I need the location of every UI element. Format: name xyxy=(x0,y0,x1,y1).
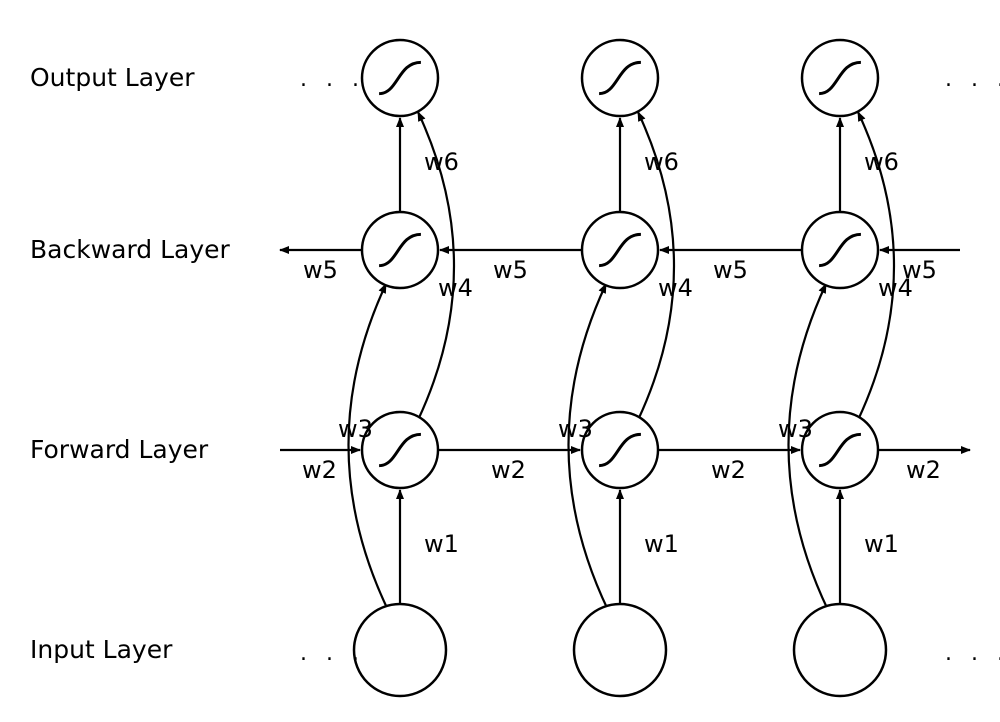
label-forward-layer: Forward Layer xyxy=(30,435,209,464)
node-in2 xyxy=(794,604,886,696)
node-in0 xyxy=(354,604,446,696)
node-fwd2 xyxy=(802,412,878,488)
weight-w6: w6 xyxy=(424,148,459,176)
weight-w6: w6 xyxy=(864,148,899,176)
ellipsis-input-right: . . . xyxy=(945,641,1000,666)
weight-w2: w2 xyxy=(906,456,941,484)
weight-w2: w2 xyxy=(302,456,337,484)
node-bwd2 xyxy=(802,212,878,288)
birnn-diagram: Output Layer Backward Layer Forward Laye… xyxy=(0,0,1000,722)
label-output-layer: Output Layer xyxy=(30,63,195,92)
weight-w5: w5 xyxy=(713,256,748,284)
label-input-layer: Input Layer xyxy=(30,635,173,664)
weight-labels: w2w2w2w2w5w5w5w5w1w6w3w4w1w6w3w4w1w6w3w4 xyxy=(302,148,941,558)
ellipsis-input-left: . . . xyxy=(300,641,365,666)
weight-w5: w5 xyxy=(303,256,338,284)
ellipsis-output-left: . . . xyxy=(300,67,365,92)
weight-w3: w3 xyxy=(778,415,813,443)
node-bwd1 xyxy=(582,212,658,288)
weight-w6: w6 xyxy=(644,148,679,176)
weight-w1: w1 xyxy=(644,530,679,558)
weight-w1: w1 xyxy=(864,530,899,558)
weight-w2: w2 xyxy=(491,456,526,484)
weight-w3: w3 xyxy=(558,415,593,443)
weight-w4: w4 xyxy=(438,274,473,302)
weight-w3: w3 xyxy=(338,415,373,443)
node-fwd0 xyxy=(362,412,438,488)
weight-w1: w1 xyxy=(424,530,459,558)
node-out2 xyxy=(802,40,878,116)
weight-w4: w4 xyxy=(658,274,693,302)
weight-w2: w2 xyxy=(711,456,746,484)
ellipsis-output-right: . . . xyxy=(945,67,1000,92)
node-bwd0 xyxy=(362,212,438,288)
label-backward-layer: Backward Layer xyxy=(30,235,231,264)
weight-w4: w4 xyxy=(878,274,913,302)
node-out0 xyxy=(362,40,438,116)
weight-w5: w5 xyxy=(493,256,528,284)
node-in1 xyxy=(574,604,666,696)
node-out1 xyxy=(582,40,658,116)
node-fwd1 xyxy=(582,412,658,488)
